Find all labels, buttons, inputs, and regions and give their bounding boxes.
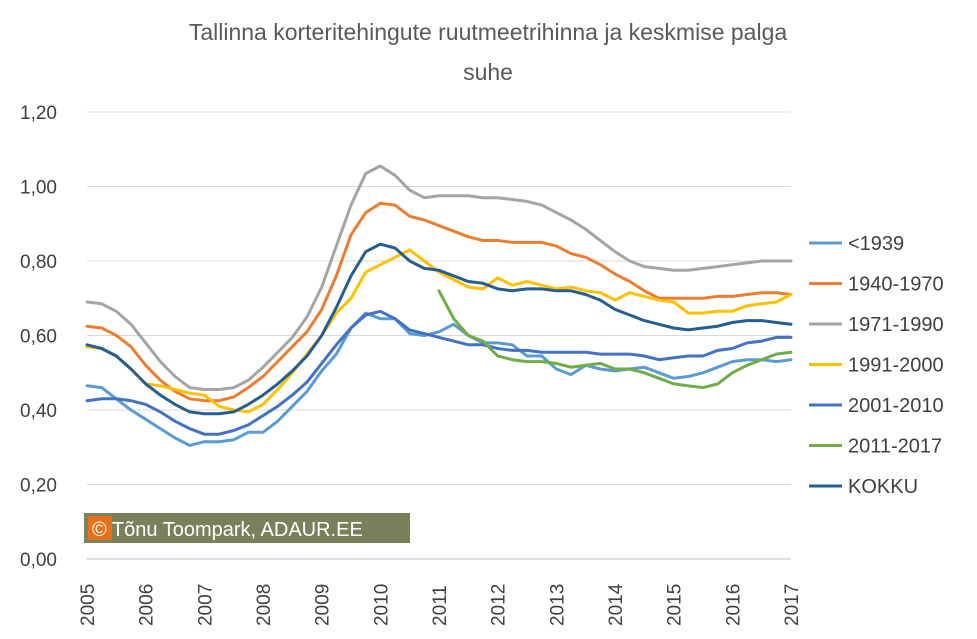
y-tick-label: 0,80: [20, 252, 57, 273]
legend-label: 2011-2017: [848, 436, 942, 458]
y-tick-label: 0,60: [20, 327, 57, 348]
legend-label: KOKKU: [848, 476, 918, 498]
series-line: [85, 164, 793, 391]
chart-title-line-2: suhe: [463, 59, 513, 85]
series-line: [85, 248, 793, 414]
watermark-text: © Tõnu Toompark, ADAUR.EE: [92, 519, 363, 541]
x-tick-label: 2006: [137, 584, 158, 626]
legend-label: 1971-1990: [848, 314, 944, 336]
series-line: [85, 309, 793, 436]
x-tick-label: 2010: [371, 584, 392, 626]
series-line: [85, 201, 793, 403]
x-tick-label: 2014: [606, 583, 627, 626]
series-line: [437, 289, 793, 390]
x-tick-label: 2007: [195, 584, 216, 626]
x-axis-ticks: 2005 2006 2007 2008 2009 2010 2011 2012 2013 2014…: [78, 583, 803, 626]
x-tick-label: 2016: [723, 584, 744, 626]
watermark: © Tõnu Toompark, ADAUR.EE: [84, 513, 410, 543]
legend-label: 1991-2000: [848, 355, 944, 377]
series-line: [85, 242, 793, 416]
x-tick-label: 2011: [430, 585, 451, 626]
x-tick-label: 2015: [665, 584, 686, 626]
watermark-background: [84, 513, 410, 543]
legend-label: <1939: [848, 233, 904, 255]
y-axis-ticks: 0,00 0,20 0,40 0,60 0,80 1,00 1,20: [20, 103, 57, 571]
y-tick-label: 1,00: [20, 178, 57, 199]
y-tick-label: 0,00: [20, 550, 57, 571]
x-tick-label: 2008: [254, 584, 275, 626]
legend-label: 2001-2010: [848, 395, 944, 417]
chart-title-line-1: Tallinna korteritehingute ruutmeetrihinn…: [189, 19, 788, 45]
x-tick-label: 2009: [313, 584, 334, 626]
series-line: [85, 311, 793, 447]
x-tick-label: 2017: [782, 584, 803, 626]
legend: <1939 1940-1970 1971-1990 1991-2000 2001-201…: [809, 233, 944, 498]
x-tick-label: 2012: [489, 584, 510, 626]
series-lines: [85, 164, 793, 447]
x-tick-label: 2013: [547, 584, 568, 626]
y-tick-label: 0,20: [20, 476, 57, 497]
x-tick-label: 2005: [78, 584, 99, 626]
gridlines: [87, 111, 791, 560]
legend-label: 1940-1970: [848, 274, 944, 296]
copyright-badge: [88, 516, 112, 540]
y-tick-label: 1,20: [20, 103, 57, 124]
y-tick-label: 0,40: [20, 401, 57, 422]
